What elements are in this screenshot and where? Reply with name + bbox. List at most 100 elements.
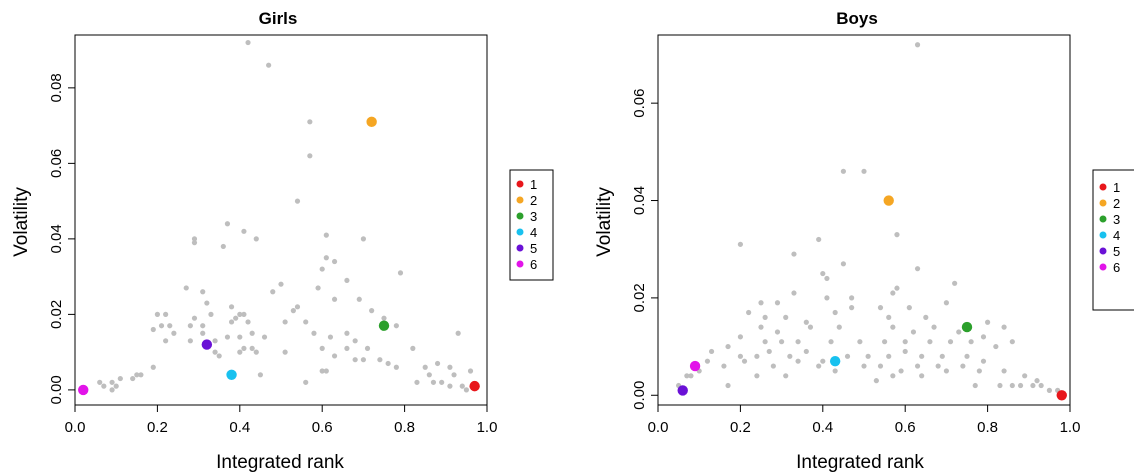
boys-background-point: [964, 353, 970, 359]
girls-y-tick-label: 0.02: [48, 300, 65, 329]
boys-background-point: [849, 305, 855, 311]
boys-background-point: [890, 373, 896, 379]
boys-highlight-point-6: [689, 360, 701, 372]
girls-background-point: [369, 308, 375, 314]
boys-background-point: [902, 348, 908, 355]
girls-background-point: [364, 345, 371, 351]
boys-background-point: [774, 329, 781, 335]
girls-background-point: [261, 334, 268, 340]
boys-background-point: [1030, 382, 1036, 389]
girls-background-point: [241, 311, 247, 317]
girls-highlight-point-1: [469, 380, 480, 392]
boys-background-point: [919, 373, 925, 379]
girls-background-point: [410, 345, 416, 351]
girls-background-point: [208, 311, 214, 317]
girls-background-point: [331, 296, 338, 302]
boys-background-point: [836, 324, 842, 330]
girls-background-point: [352, 357, 358, 363]
boys-legend-marker-6: [1099, 263, 1107, 271]
girls-background-point: [278, 281, 284, 287]
boys-background-point: [708, 348, 715, 355]
girls-background-point: [212, 338, 218, 344]
boys-x-axis-label: Integrated rank: [796, 452, 924, 473]
girls-legend-label-5: 5: [530, 241, 537, 256]
girls-x-tick-label: 0.4: [229, 419, 250, 436]
boys-background-point: [774, 300, 781, 306]
boys-background-point: [795, 339, 801, 345]
boys-background-point: [910, 329, 917, 335]
boys-background-point: [721, 363, 727, 369]
girls-background-point: [451, 372, 457, 378]
boys-background-point: [927, 339, 933, 345]
boys-background-point: [993, 343, 999, 350]
girls-background-point: [101, 383, 107, 389]
girls-background-point: [323, 232, 329, 238]
girls-background-point: [352, 338, 358, 344]
boys-background-point: [943, 300, 950, 306]
girls-background-point: [422, 364, 428, 370]
girls-legend-marker-4: [516, 228, 524, 236]
boys-background-point: [754, 353, 760, 359]
girls-background-point: [200, 289, 206, 295]
boys-background-point: [737, 334, 744, 340]
girls-highlighted-points: [78, 116, 480, 396]
girls-legend-marker-3: [516, 212, 524, 220]
boys-x-tick-label: 0.0: [648, 419, 669, 436]
girls-background-point: [430, 379, 437, 385]
boys-background-point: [746, 309, 752, 316]
girls-background-point: [257, 372, 263, 378]
girls-background-point: [97, 379, 103, 385]
boys-legend-label-2: 2: [1113, 196, 1120, 211]
boys-background-point: [779, 339, 785, 345]
girls-highlight-point-2: [366, 116, 377, 128]
girls-background-point: [319, 368, 325, 374]
boys-background-point: [741, 358, 748, 364]
girls-background-point: [327, 334, 334, 340]
girls-background-point: [241, 228, 247, 234]
girls-background-point: [455, 330, 461, 336]
girls-background-point: [294, 304, 301, 310]
boys-background-point: [985, 319, 991, 325]
boys-background-point: [766, 348, 772, 355]
girls-background-point: [109, 387, 115, 393]
girls-background-point: [154, 311, 160, 317]
girls-background-point: [241, 345, 247, 351]
boys-background-point: [783, 373, 789, 379]
girls-background-point: [270, 289, 276, 295]
girls-background-point: [191, 315, 198, 321]
boys-background-point: [762, 314, 768, 320]
boys-background-point: [865, 353, 871, 359]
boys-background-point: [861, 363, 867, 369]
girls-background-point: [200, 323, 206, 329]
girls-background-point: [237, 334, 243, 340]
girls-background-point: [414, 379, 420, 385]
girls-background-point: [216, 353, 222, 359]
boys-background-point: [861, 168, 867, 174]
boys-background-point: [877, 305, 884, 311]
boys-background-point: [754, 373, 760, 379]
girls-background-point: [434, 360, 441, 367]
boys-background-point: [906, 305, 912, 311]
girls-background-point: [290, 308, 296, 314]
boys-background-point: [725, 382, 731, 389]
girls-background-point: [426, 372, 432, 378]
boys-background-point: [877, 363, 884, 369]
boys-background-point: [820, 358, 826, 364]
boys-background-point: [1034, 378, 1040, 384]
girls-y-axis-label: Volatility: [11, 187, 32, 257]
boys-background-point: [791, 290, 797, 296]
girls-y-tick-label: 0.06: [48, 149, 65, 178]
boys-legend-marker-5: [1099, 247, 1107, 255]
girls-background-point: [237, 311, 243, 317]
girls-background-point: [163, 338, 169, 344]
girls-background-point: [200, 330, 206, 336]
boys-background-point: [824, 275, 830, 282]
boys-x-axis: 0.0 0.2 0.4 0.6 0.8 1.0: [648, 405, 1080, 436]
boys-chart-title: Boys: [836, 9, 878, 28]
girls-background-point: [228, 304, 235, 310]
boys-background-point: [704, 358, 711, 364]
boys-background-point: [931, 324, 937, 330]
boys-background-point: [886, 353, 892, 359]
boys-background-point: [923, 314, 929, 320]
